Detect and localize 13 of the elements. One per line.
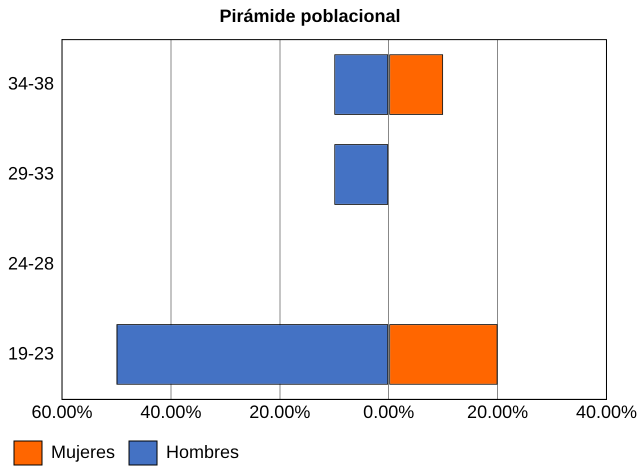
x-tick-label: 60.00% xyxy=(32,402,93,422)
chart-title: Pirámide poblacional xyxy=(219,6,401,26)
x-tick-label: 20.00% xyxy=(249,402,310,422)
x-tick-label: 40.00% xyxy=(140,402,202,422)
y-tick-label: 29-33 xyxy=(8,163,54,184)
legend-label: Hombres xyxy=(166,442,240,462)
legend-label: Mujeres xyxy=(51,442,116,462)
y-tick-label: 19-23 xyxy=(8,343,54,364)
x-tick-label: 0.00% xyxy=(363,402,414,422)
x-tick-label: 20.00% xyxy=(467,402,528,422)
y-tick-label: 24-28 xyxy=(8,253,54,274)
y-tick-label: 34-38 xyxy=(8,74,54,94)
x-tick-label: 40.00% xyxy=(576,402,638,422)
